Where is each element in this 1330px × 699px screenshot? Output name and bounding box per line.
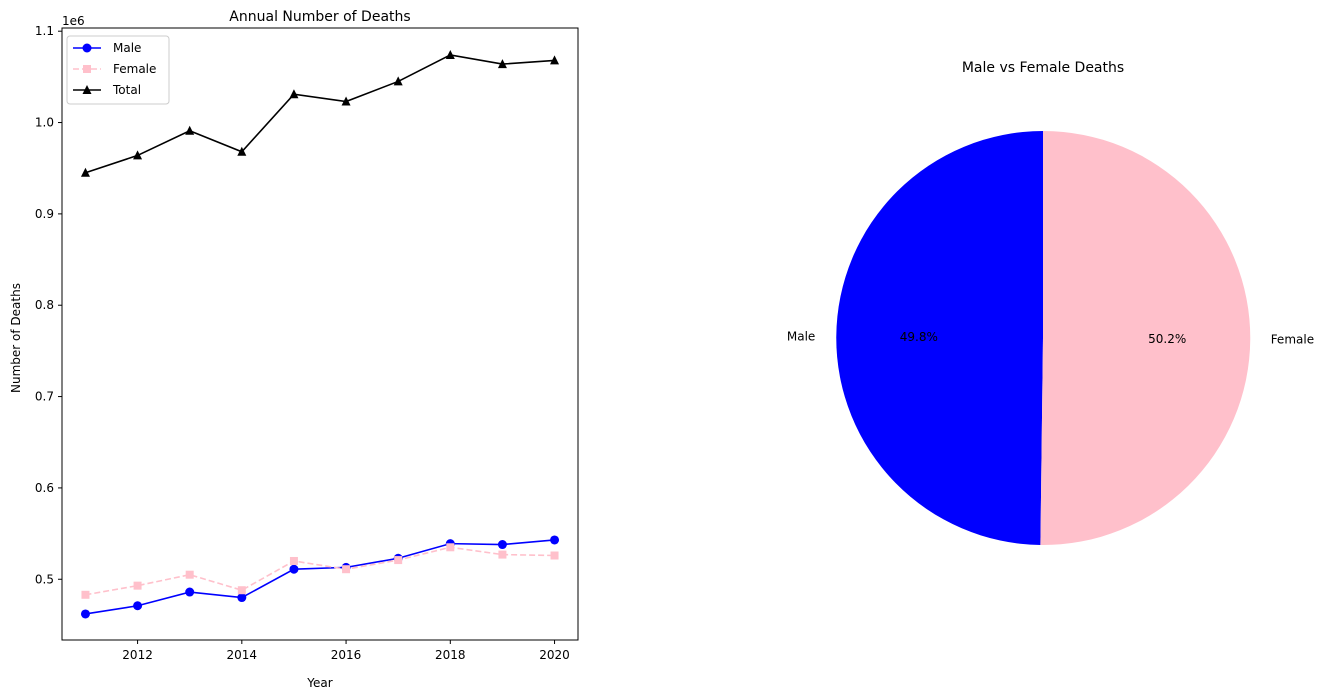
data-point-male: [237, 593, 247, 603]
data-point-total: [497, 59, 507, 69]
legend-marker: [83, 65, 91, 73]
data-point-total: [133, 150, 143, 160]
legend-marker: [82, 85, 92, 94]
data-point-female: [498, 550, 507, 559]
legend-label: Male: [113, 41, 141, 55]
pie-label-male: Male: [787, 330, 815, 344]
data-point-female: [342, 565, 351, 574]
data-point-female: [133, 581, 142, 590]
data-point-total: [393, 76, 403, 86]
y-tick-label: 0.5: [35, 572, 54, 586]
legend-item-total: Total: [73, 83, 141, 97]
data-point-female: [289, 556, 298, 565]
data-point-total: [80, 167, 90, 177]
series-total: [80, 49, 560, 177]
legend-item-male: Male: [73, 41, 141, 55]
pie-percent-male: 49.8%: [900, 330, 938, 344]
x-axis-ticks: 2012 2014 2016 2018 2020: [122, 640, 570, 662]
y-tick-label: 0.8: [35, 298, 54, 312]
series-line-female: [85, 546, 555, 596]
data-point-male: [185, 587, 195, 597]
series-line-male: [85, 539, 555, 615]
series-female: [81, 543, 559, 599]
data-point-total: [445, 49, 455, 59]
data-point-female: [237, 586, 246, 595]
pie-slice-male: [836, 131, 1043, 545]
y-axis-scale-label: 1e6: [62, 14, 85, 28]
legend: Male Female Total: [66, 35, 170, 105]
legend-marker: [82, 43, 92, 53]
data-point-female: [550, 551, 559, 560]
y-tick-label: 1.0: [35, 116, 54, 130]
pie-labels: Male 49.8% Female 50.2%: [787, 330, 1314, 347]
x-tick-label: 2014: [227, 648, 258, 662]
data-point-male: [550, 535, 560, 545]
data-point-total: [237, 146, 247, 156]
legend-label: Female: [113, 62, 156, 76]
line-chart-axes-frame: [61, 27, 579, 641]
y-tick-label: 1.1: [35, 24, 54, 38]
y-tick-label: 0.9: [35, 207, 54, 221]
x-tick-label: 2020: [539, 648, 570, 662]
y-axis-ticks: 0.5 0.6 0.7 0.8 0.9 1.0 1.1: [35, 24, 62, 586]
line-chart-title: Annual Number of Deaths: [229, 9, 410, 25]
x-tick-label: 2016: [331, 648, 362, 662]
data-point-female: [185, 570, 194, 579]
line-chart: Annual Number of Deaths 1e6 2012 2014 2016…: [9, 9, 579, 690]
y-tick-label: 0.7: [35, 390, 54, 404]
series-line-total: [85, 54, 555, 174]
y-tick-label: 0.6: [35, 481, 54, 495]
pie-label-female: Female: [1271, 332, 1314, 346]
data-point-total: [185, 125, 195, 135]
data-point-total: [341, 96, 351, 106]
x-tick-label: 2012: [122, 648, 153, 662]
line-series-layer: [80, 49, 560, 619]
data-point-male: [289, 564, 299, 574]
pie-chart: Male vs Female Deaths Male 49.8% Female 50.…: [787, 60, 1314, 545]
legend-item-female: Female: [73, 62, 156, 76]
x-tick-label: 2018: [435, 648, 466, 662]
data-point-male: [133, 601, 143, 611]
data-point-female: [394, 556, 403, 565]
legend-items: Male Female Total: [73, 41, 156, 97]
data-point-female: [81, 590, 90, 599]
data-point-female: [446, 543, 455, 552]
pie-chart-title: Male vs Female Deaths: [962, 60, 1124, 76]
y-axis-label: Number of Deaths: [9, 283, 23, 393]
pie-percent-female: 50.2%: [1148, 332, 1186, 346]
data-point-total: [289, 89, 299, 99]
data-point-male: [497, 540, 507, 550]
legend-box: [66, 35, 170, 105]
data-point-total: [550, 55, 560, 65]
data-point-male: [80, 609, 90, 619]
pie-slice-female: [1040, 130, 1251, 545]
legend-label: Total: [112, 83, 141, 97]
pie-slices: [836, 130, 1251, 545]
x-axis-label: Year: [306, 676, 332, 690]
